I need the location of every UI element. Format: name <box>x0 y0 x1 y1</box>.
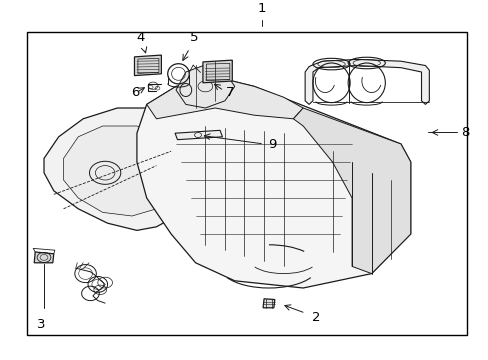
Text: 2: 2 <box>311 311 320 324</box>
Text: 7: 7 <box>225 86 234 99</box>
Bar <box>27 32 466 335</box>
Polygon shape <box>176 65 234 108</box>
Polygon shape <box>146 79 303 119</box>
Text: 6: 6 <box>131 86 139 99</box>
Text: 1: 1 <box>257 2 265 15</box>
Polygon shape <box>44 108 210 230</box>
Polygon shape <box>293 108 410 274</box>
Polygon shape <box>134 55 161 76</box>
Text: 3: 3 <box>37 318 46 330</box>
Text: 8: 8 <box>460 126 468 139</box>
Polygon shape <box>137 79 410 288</box>
Text: 5: 5 <box>190 31 199 44</box>
Polygon shape <box>175 130 222 140</box>
Polygon shape <box>34 252 54 263</box>
Text: 9: 9 <box>267 138 276 151</box>
Polygon shape <box>305 59 428 104</box>
Text: 4: 4 <box>136 31 145 44</box>
Polygon shape <box>203 60 232 83</box>
Polygon shape <box>263 299 274 308</box>
Polygon shape <box>63 126 185 216</box>
